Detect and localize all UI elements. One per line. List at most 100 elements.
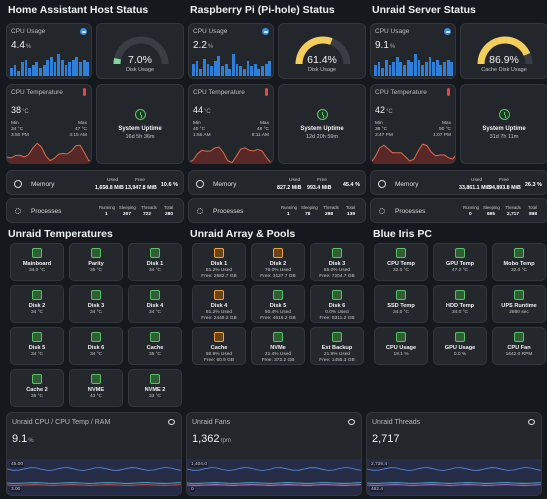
memory-used-header: Used: [471, 178, 483, 183]
cpu-usage-bar: [417, 59, 421, 76]
tile-name: Disk 5: [269, 303, 287, 309]
cpu-usage-bar: [410, 62, 414, 76]
disk-usage-card[interactable]: 86.9% Cache Disk Usage: [460, 23, 547, 79]
memory-free-header: Free: [317, 178, 327, 183]
cpu-temperature-card[interactable]: CPU Temperature 44°C Min 40 °C 1:56 AM Max 48 …: [188, 84, 274, 164]
disk-usage-value: 61.4%: [307, 54, 337, 66]
thermometer-icon: [32, 374, 42, 384]
memory-free-header: Free: [499, 178, 509, 183]
cpu-usage-bar: [403, 65, 406, 76]
cpu-temperature-number: 42: [375, 105, 386, 115]
array-tile[interactable]: Disk 2 76.0% Used Free: 3127.7 GB: [251, 243, 305, 281]
blueiris-tile[interactable]: Mobo Temp 32.0 °C: [492, 243, 546, 281]
cpu-temperature-unit: °C: [386, 109, 393, 115]
history-y-bottom: 462.4: [370, 487, 385, 492]
temps-tile[interactable]: NVME 2 33 °C: [128, 369, 182, 407]
history-y-top: 45.00: [10, 462, 25, 467]
array-tile[interactable]: Ext Backup 21.9% Used Free: 1455.3 GB: [310, 327, 364, 365]
tile-value: 34 °C: [89, 310, 103, 315]
array-tile[interactable]: Disk 4 81.2% Used Free: 2449.2 GB: [192, 285, 246, 323]
memory-used-value: 1,658.8 MiB: [95, 185, 124, 191]
history-graph-card[interactable]: Unraid Threads2,717ThreadsTasksSleeping …: [366, 412, 542, 496]
processes-row[interactable]: Processes Running 1 Sleeping 207 Threads 722 To…: [6, 198, 184, 223]
system-uptime-value: 12d 20h 59m: [305, 134, 339, 140]
gauge-track: [113, 36, 169, 65]
history-series-line: [7, 482, 181, 484]
array-tile[interactable]: Disk 5 50.4% Used Free: 4616.2 GB: [251, 285, 305, 323]
array-tile[interactable]: Disk 1 81.2% Used Free: 2582.7 GB: [192, 243, 246, 281]
blueiris-tile[interactable]: HDD Temp 34.0 °C: [433, 285, 487, 323]
thermometer-icon: [447, 88, 450, 96]
tile-name: Disk 3: [328, 261, 346, 267]
blueiris-tile[interactable]: CPU Usage 18.1 %: [374, 327, 428, 365]
array-tile[interactable]: Disk 6 0.0% Used Free: 8311.2 GB: [310, 285, 364, 323]
temps-tile[interactable]: Cache 35 °C: [128, 327, 182, 365]
blueiris-tile[interactable]: GPU Temp 47.2 °C: [433, 243, 487, 281]
temps-tile[interactable]: Cache 2 35 °C: [10, 369, 64, 407]
array-tile[interactable]: NVMe 21.4% Used Free: 372.2 GB: [251, 327, 305, 365]
memory-row[interactable]: Memory Used 827.2 MiB Free 993.4 MiB 45.4 %: [188, 170, 366, 195]
temps-tile[interactable]: Parity 35 °C: [69, 243, 123, 281]
memory-percent: 26.3 %: [524, 182, 542, 188]
history-series-line: [187, 482, 361, 484]
hard-disk-icon: [332, 290, 342, 300]
processes-total-header: Total: [164, 205, 174, 210]
tile-used: 21.9% Used: [323, 352, 351, 357]
cpu-usage-card[interactable]: CPU Usage 2.2%: [188, 23, 274, 79]
system-uptime-card[interactable]: System Uptime 12d 20h 59m: [278, 84, 366, 164]
cpu-usage-bar: [213, 61, 217, 76]
tile-name: Disk 2: [269, 261, 287, 267]
memory-free-value: 94,893.8 MiB: [489, 185, 521, 191]
processes-sleeping-header: Sleeping: [301, 205, 318, 210]
tile-name: HDD Temp: [445, 303, 475, 309]
blueiris-tile[interactable]: GPU Usage 0.0 %: [433, 327, 487, 365]
tile-name: Cache: [146, 345, 164, 351]
history-value-number: 9.1: [12, 433, 28, 445]
temps-tile[interactable]: NVME 43 °C: [69, 369, 123, 407]
array-tile[interactable]: Cache 86.9% Used Free: 60.9 GB: [192, 327, 246, 365]
processes-row[interactable]: Processes Running 0 Sleeping 695 Threads 2,717…: [370, 198, 547, 223]
history-value-number: 2,717: [372, 433, 400, 445]
cpu-usage-bar: [242, 68, 246, 76]
tile-name: Disk 1: [146, 261, 164, 267]
tile-name: SSD Temp: [387, 303, 415, 309]
disk-usage-card[interactable]: 7.0% Disk Usage: [96, 23, 184, 79]
processes-row[interactable]: Processes Running 1 Sleeping 78 Threads 298 Tot…: [188, 198, 366, 223]
blueiris-tile[interactable]: CPU Temp 32.0 °C: [374, 243, 428, 281]
blueiris-tile[interactable]: SSD Temp 34.0 °C: [374, 285, 428, 323]
disk-usage-card[interactable]: 61.4% Disk Usage: [278, 23, 366, 79]
temps-tile[interactable]: Disk 6 34 °C: [69, 327, 123, 365]
temps-tile[interactable]: Disk 2 34 °C: [10, 285, 64, 323]
processes-running-header: Running: [99, 205, 116, 210]
array-tile[interactable]: Disk 3 56.0% Used Free: 7204.7 GB: [310, 243, 364, 281]
gauge-fill: [295, 36, 333, 65]
memory-row[interactable]: Memory Used 1,658.8 MiB Free 13,947.8 MiB 10.…: [6, 170, 184, 195]
thermometer-icon: [150, 374, 160, 384]
cpu-usage-bar: [414, 54, 417, 76]
temps-tile[interactable]: Disk 4 34 °C: [128, 285, 182, 323]
cpu-temperature-card[interactable]: CPU Temperature 42°C Min 36 °C 3:47 PM Max 50 …: [370, 84, 456, 164]
blueiris-tile[interactable]: CPU Fan 1642.0 RPM: [492, 327, 546, 365]
temp-max-time: 8:11 AM: [251, 133, 269, 138]
cpu-usage-card[interactable]: CPU Usage 9.1%: [370, 23, 456, 79]
cpu-usage-bar: [60, 59, 64, 76]
cpu-usage-bar: [31, 65, 35, 76]
cpu-usage-card[interactable]: CPU Usage 4.4%: [6, 23, 92, 79]
temps-tile[interactable]: Mainboard 34.0 °C: [10, 243, 64, 281]
cpu-temperature-card[interactable]: CPU Temperature 38°C Min 34 °C 3:50 PM Max 47 …: [6, 84, 92, 164]
temps-tile[interactable]: Disk 5 34 °C: [10, 327, 64, 365]
tile-value: 34 °C: [148, 310, 162, 315]
tile-value: 33 °C: [148, 394, 162, 399]
temps-tile[interactable]: Disk 3 34 °C: [69, 285, 123, 323]
temps-tile[interactable]: Disk 1 34 °C: [128, 243, 182, 281]
system-uptime-card[interactable]: System Uptime 31d 7h 11m: [460, 84, 547, 164]
history-menu-icon: [348, 419, 355, 425]
system-uptime-label: System Uptime: [300, 126, 344, 132]
system-uptime-card[interactable]: System Uptime 16d 5h 36m: [96, 84, 184, 164]
memory-icon: [378, 180, 386, 188]
memory-row[interactable]: Memory Used 33,861.1 MiB Free 94,893.8 MiB 26…: [370, 170, 547, 195]
blueiris-tile[interactable]: UPS Runtime 2880 sec: [492, 285, 546, 323]
tile-value: 32.0 °C: [510, 268, 528, 273]
